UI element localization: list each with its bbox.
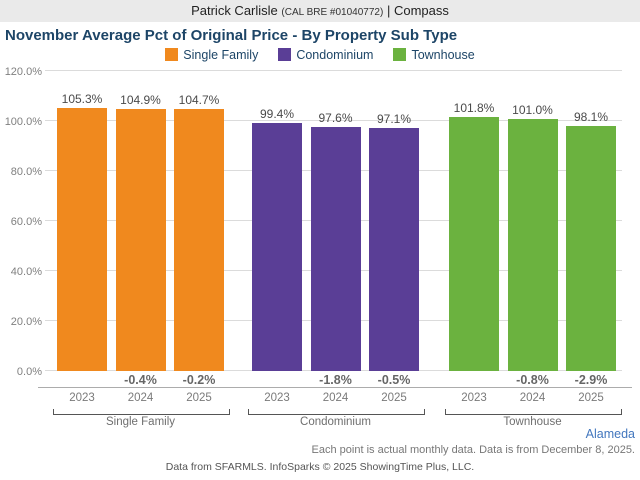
x-axis: -0.4% -0.2% 2023 2024 2025 Single Family -1.8%… xyxy=(45,373,622,433)
region-link[interactable]: Alameda xyxy=(585,427,635,441)
bar-value-label: 104.7% xyxy=(178,93,220,108)
yoy-change-label: -2.9% xyxy=(574,373,608,387)
x-tick-label: 2024 xyxy=(519,392,546,404)
bar-group-condominium: 99.4% 97.6% 97.1% xyxy=(252,107,419,371)
yoy-change-label: -0.4% xyxy=(124,373,157,387)
bar-value-label: 98.1% xyxy=(573,109,609,124)
y-tick-label: 40.0% xyxy=(10,266,42,278)
bar-townhouse-2023[interactable]: 101.8% xyxy=(449,101,499,371)
bar-single-family-2023[interactable]: 105.3% xyxy=(57,92,107,371)
chart-title: November Average Pct of Original Price -… xyxy=(5,27,458,44)
bar-value-label: 97.1% xyxy=(376,112,412,127)
plot-area: 105.3% 104.9% 104.7% 99.4% 97.6% 97.1% 101.8% 1… xyxy=(45,70,622,371)
x-tick-label: 2025 xyxy=(578,392,604,404)
yoy-change-label: -0.5% xyxy=(377,373,411,387)
data-note: Each point is actual monthly data. Data … xyxy=(311,444,635,456)
bar-value-label: 104.9% xyxy=(120,92,161,107)
bar-single-family-2025[interactable]: 104.7% xyxy=(174,93,224,371)
x-tick-label: 2023 xyxy=(69,392,95,404)
gridline xyxy=(45,70,622,71)
bar-condominium-2024[interactable]: 97.6% xyxy=(310,111,361,371)
bar-value-label: 105.3% xyxy=(61,91,103,106)
x-tick-label: 2024 xyxy=(322,392,349,404)
legend-swatch-townhouse xyxy=(393,48,407,61)
license-number: (CAL BRE #01040772) xyxy=(281,7,384,18)
legend-swatch-single-family xyxy=(165,48,179,61)
x-tick-label: 2023 xyxy=(461,392,487,404)
group-bracket xyxy=(53,409,230,415)
y-tick-label: 80.0% xyxy=(10,166,42,178)
y-tick-label: 20.0% xyxy=(10,316,42,328)
x-tick-label: 2024 xyxy=(127,392,154,404)
bar-value-label: 99.4% xyxy=(259,106,295,121)
bar-value-label: 101.0% xyxy=(512,102,553,117)
group-label: Townhouse xyxy=(503,416,562,428)
header-pipe: | xyxy=(386,3,391,18)
yoy-change-label: -1.8% xyxy=(319,373,352,387)
y-tick-label: 120.0% xyxy=(4,66,42,78)
brokerage-name: Compass xyxy=(393,3,449,18)
group-label: Single Family xyxy=(105,416,176,428)
branding-header: Patrick Carlisle (CAL BRE #01040772) | C… xyxy=(0,0,640,22)
legend-label-single-family: Single Family xyxy=(183,47,259,62)
bar-townhouse-2024[interactable]: 101.0% xyxy=(507,103,558,371)
bar-value-label: 101.8% xyxy=(453,100,495,115)
legend-item-townhouse[interactable]: Townhouse xyxy=(393,47,475,62)
bar-condominium-2025[interactable]: 97.1% xyxy=(369,112,419,371)
bar-group-townhouse: 101.8% 101.0% 98.1% xyxy=(449,101,616,371)
group-bracket xyxy=(248,409,425,415)
chart-legend: Single Family Condominium Townhouse xyxy=(0,47,640,62)
bar-condominium-2023[interactable]: 99.4% xyxy=(252,107,302,371)
bar-value-label: 97.6% xyxy=(318,111,353,125)
y-tick-label: 60.0% xyxy=(10,216,42,228)
axis-separator-line xyxy=(38,387,632,388)
yoy-change-label: -0.2% xyxy=(182,373,216,387)
legend-item-single-family[interactable]: Single Family xyxy=(165,48,258,62)
legend-label-townhouse: Townhouse xyxy=(411,47,475,62)
group-bracket xyxy=(445,409,622,415)
legend-swatch-condominium xyxy=(278,48,292,61)
x-tick-label: 2025 xyxy=(186,392,212,404)
bar-townhouse-2025[interactable]: 98.1% xyxy=(566,110,616,371)
legend-item-condominium[interactable]: Condominium xyxy=(278,48,373,62)
y-tick-label: 0.0% xyxy=(16,366,42,378)
x-tick-label: 2023 xyxy=(264,392,290,404)
yoy-change-label: -0.8% xyxy=(516,373,549,387)
group-label: Condominium xyxy=(300,416,371,428)
gridline xyxy=(45,120,622,121)
bar-single-family-2024[interactable]: 104.9% xyxy=(115,93,166,371)
attribution: Data from SFARMLS. InfoSparks © 2025 Sho… xyxy=(165,461,475,473)
y-axis: 0.0% 20.0% 40.0% 60.0% 80.0% 100.0% 120.0% xyxy=(0,66,42,378)
bar-group-single-family: 105.3% 104.9% 104.7% xyxy=(57,92,224,371)
x-tick-label: 2025 xyxy=(381,392,407,404)
y-tick-label: 100.0% xyxy=(4,116,42,128)
agent-name: Patrick Carlisle xyxy=(191,3,278,18)
legend-label-condominium: Condominium xyxy=(296,47,374,62)
